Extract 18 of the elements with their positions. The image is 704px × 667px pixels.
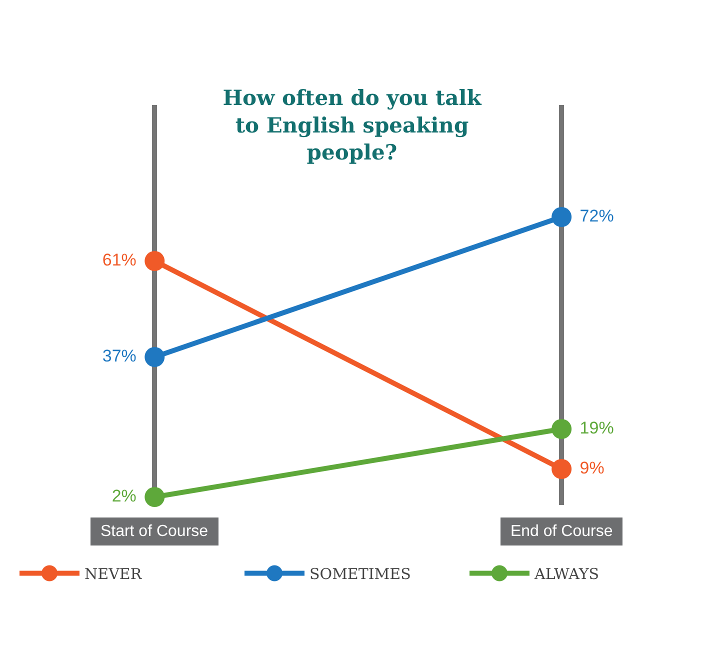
data-label: 37%: [98, 346, 142, 366]
data-label: 2%: [107, 486, 142, 506]
chart-title: How often do you talk to English speaking people?: [222, 85, 482, 165]
legend-label: NEVER: [84, 565, 142, 584]
data-label: 72%: [575, 206, 619, 226]
data-label: 9%: [575, 458, 610, 478]
point: [144, 347, 165, 367]
legend-label: ALWAYS: [534, 565, 600, 584]
point: [552, 207, 572, 227]
point: [552, 419, 572, 439]
x-tick-label: Start of Course: [96, 523, 212, 540]
point: [144, 487, 165, 507]
data-label: 61%: [98, 250, 142, 270]
data-label: 19%: [575, 418, 619, 438]
point: [144, 251, 165, 271]
point: [552, 459, 572, 479]
x-tick-label: End of Course: [506, 523, 618, 540]
legend-label: SOMETIMES: [310, 565, 411, 584]
